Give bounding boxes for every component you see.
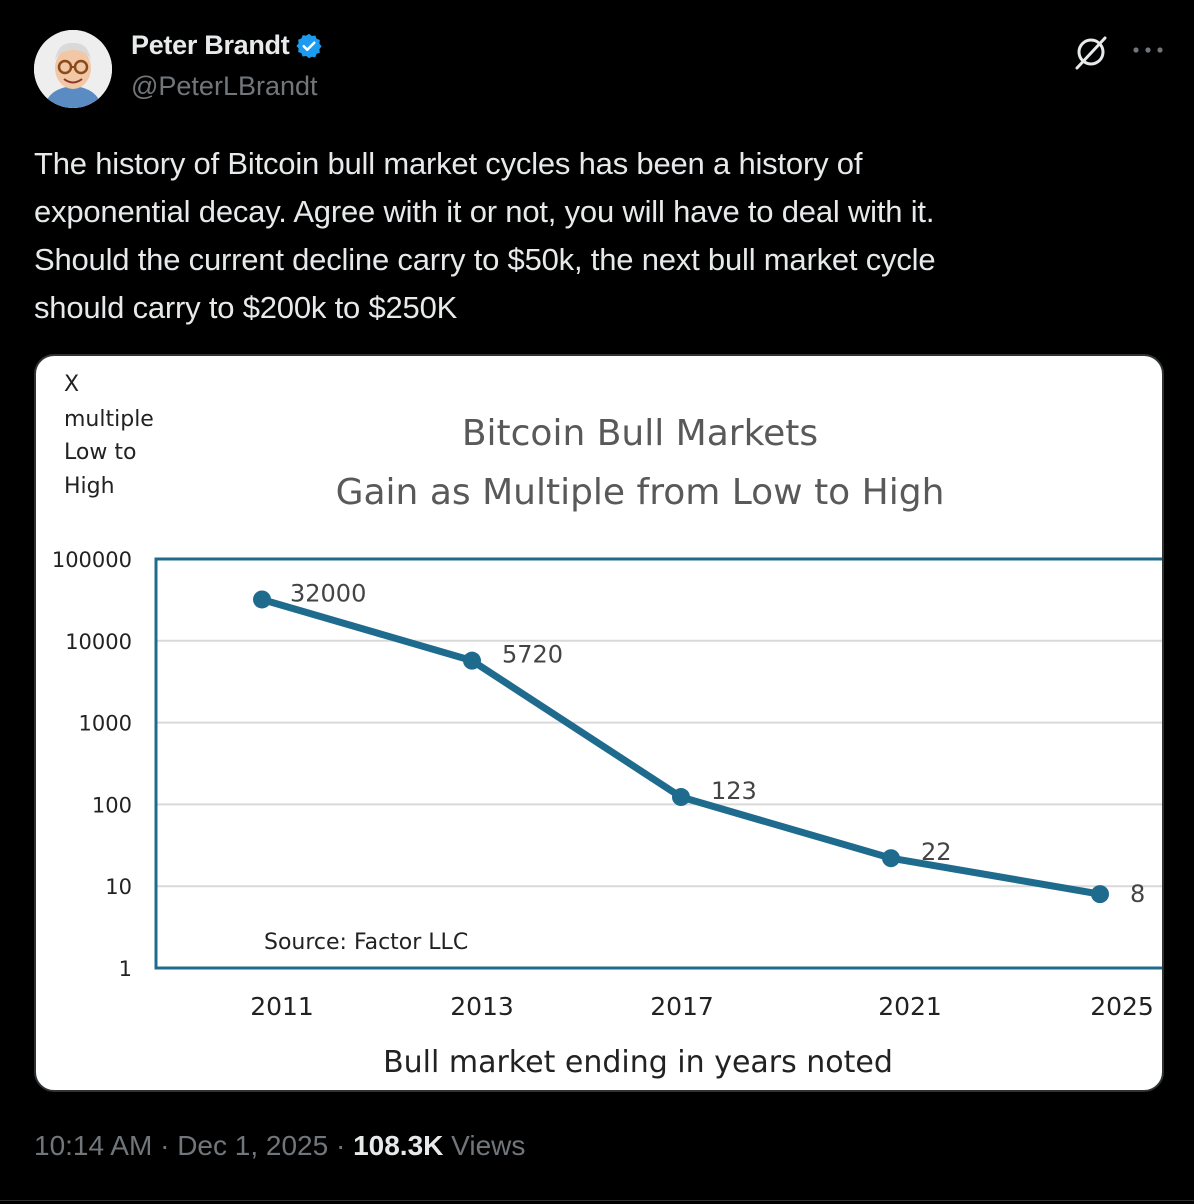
- post-time[interactable]: 10:14 AM: [34, 1130, 153, 1161]
- x-tick-label: 2021: [878, 992, 942, 1021]
- y-axis-label-line: X: [64, 372, 79, 397]
- author-handle[interactable]: @PeterLBrandt: [131, 71, 318, 101]
- y-tick-label: 100000: [52, 548, 132, 572]
- data-point: [672, 788, 690, 807]
- meta-separator: ·: [160, 1130, 170, 1161]
- avatar[interactable]: [34, 30, 112, 108]
- x-tick-label: 2011: [250, 992, 314, 1021]
- data-point: [882, 849, 900, 868]
- more-options-icon[interactable]: [1128, 30, 1168, 70]
- chart-source-note: Source: Factor LLC: [264, 930, 468, 955]
- post-date[interactable]: Dec 1, 2025: [177, 1130, 329, 1161]
- author-block: Peter Brandt @PeterLBrandt: [131, 30, 323, 102]
- bitcoin-bull-markets-chart: X multiple Low to High Bitcoin Bull Mark…: [52, 372, 1162, 1080]
- tweet-text: The history of Bitcoin bull market cycle…: [34, 146, 936, 325]
- author-display-name[interactable]: Peter Brandt: [131, 30, 290, 60]
- y-axis-label-line: High: [64, 474, 115, 499]
- y-tick-label: 1: [119, 957, 132, 981]
- data-point: [463, 651, 481, 670]
- data-point: [253, 590, 271, 609]
- data-label: 32000: [290, 579, 366, 607]
- chart-title-line1: Bitcoin Bull Markets: [462, 413, 818, 454]
- y-axis-label-line: Low to: [64, 440, 136, 465]
- views-count: 108.3K: [353, 1130, 444, 1161]
- verified-badge-icon: [296, 33, 323, 58]
- avatar-image: [34, 30, 112, 108]
- tweet-media-image[interactable]: X multiple Low to High Bitcoin Bull Mark…: [34, 354, 1164, 1092]
- y-axis-label-line: multiple: [64, 407, 154, 432]
- y-tick-label: 100: [92, 793, 132, 817]
- x-tick-label: 2017: [650, 992, 714, 1021]
- grok-icon[interactable]: [1071, 32, 1111, 72]
- x-tick-label: 2025: [1090, 992, 1154, 1021]
- tweet-metadata: 10:14 AM · Dec 1, 2025 · 108.3K Views: [34, 1130, 525, 1162]
- plot-area-border: [154, 557, 1162, 970]
- y-tick-label: 10: [105, 875, 132, 899]
- x-tick-label: 2013: [450, 992, 514, 1021]
- meta-separator: ·: [335, 1130, 346, 1161]
- data-label: 8: [1130, 880, 1145, 908]
- views-label: Views: [451, 1130, 526, 1161]
- y-tick-label: 1000: [79, 712, 132, 736]
- chart-title-line2: Gain as Multiple from Low to High: [336, 472, 945, 513]
- data-label: 123: [711, 777, 757, 805]
- divider: [0, 1200, 1194, 1201]
- x-axis-label: Bull market ending in years noted: [383, 1045, 893, 1080]
- y-tick-label: 10000: [65, 630, 132, 654]
- data-point: [1091, 885, 1109, 904]
- data-label: 5720: [502, 641, 563, 669]
- y-axis-label: X multiple Low to High: [64, 372, 154, 499]
- series-line: [258, 595, 1104, 898]
- data-label: 22: [921, 838, 952, 866]
